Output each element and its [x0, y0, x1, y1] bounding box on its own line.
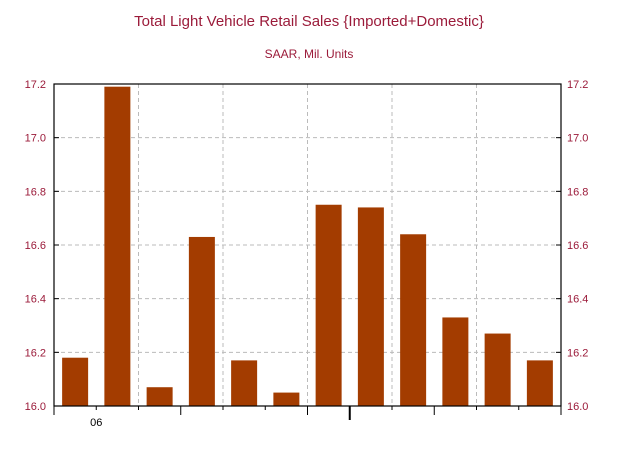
x-tick-label: 06 [90, 417, 102, 429]
chart-title: Total Light Vehicle Retail Sales {Import… [134, 13, 484, 30]
bar [104, 86, 131, 406]
bar [146, 387, 173, 406]
bar [526, 360, 553, 406]
y-tick-label-left: 16.6 [25, 240, 46, 252]
y-tick-label-left: 17.0 [25, 133, 46, 145]
y-tick-label-left: 17.2 [25, 79, 46, 91]
y-tick-label-right: 17.2 [567, 79, 588, 91]
bar [231, 360, 258, 406]
bar [62, 357, 89, 406]
y-tick-label-right: 16.6 [567, 240, 588, 252]
bar [484, 333, 511, 406]
bar [315, 204, 342, 406]
y-tick-label-right: 16.8 [567, 186, 588, 198]
y-tick-label-left: 16.0 [25, 401, 46, 413]
bar [273, 392, 300, 406]
y-axis-left: 16.0 16.2 16.4 16.6 16.8 17.0 17.2 [25, 79, 59, 413]
bar [442, 317, 469, 406]
y-tick-label-left: 16.4 [25, 294, 46, 306]
y-tick-label-left: 16.8 [25, 186, 46, 198]
bar [188, 236, 215, 406]
y-tick-label-right: 16.0 [567, 401, 588, 413]
bar [357, 207, 384, 406]
chart-subtitle: SAAR, Mil. Units [264, 47, 354, 61]
bar [400, 234, 427, 406]
y-tick-label-right: 17.0 [567, 133, 588, 145]
y-tick-label-right: 16.4 [567, 294, 588, 306]
y-tick-label-right: 16.2 [567, 347, 588, 359]
y-tick-label-left: 16.2 [25, 347, 46, 359]
bars [62, 86, 553, 406]
y-axis-right: 16.0 16.2 16.4 16.6 16.8 17.0 17.2 [556, 79, 588, 413]
x-axis: 06 [53, 406, 562, 429]
